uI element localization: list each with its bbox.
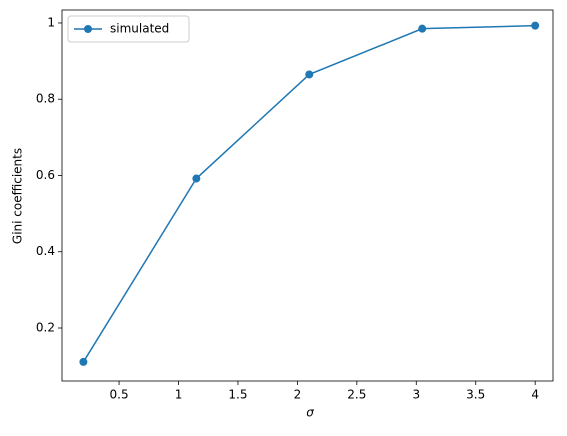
y-tick-label: 0.6 [36,168,55,182]
x-tick-label: 4 [531,388,539,402]
legend-label: simulated [110,22,169,36]
x-tick-label: 3 [412,388,420,402]
data-point [531,21,540,30]
data-point [305,70,314,79]
legend-marker [84,25,92,33]
y-tick-label: 0.4 [36,244,55,258]
x-tick-label: 1 [175,388,183,402]
x-tick-label: 1.5 [228,388,247,402]
data-point [418,24,427,33]
plot-frame [61,9,554,382]
y-tick-label: 1 [47,15,55,29]
y-tick-label: 0.2 [36,321,55,335]
x-axis-label: σ [306,406,314,420]
x-tick-label: 2.5 [347,388,366,402]
x-tick-label: 0.5 [110,388,129,402]
data-point [192,174,201,183]
y-tick-label: 0.8 [36,92,55,106]
x-tick-label: 3.5 [466,388,485,402]
legend-frame [67,15,190,43]
x-tick-label: 2 [294,388,302,402]
y-axis-label: Gini coefficients [11,148,25,244]
data-point [79,357,88,366]
